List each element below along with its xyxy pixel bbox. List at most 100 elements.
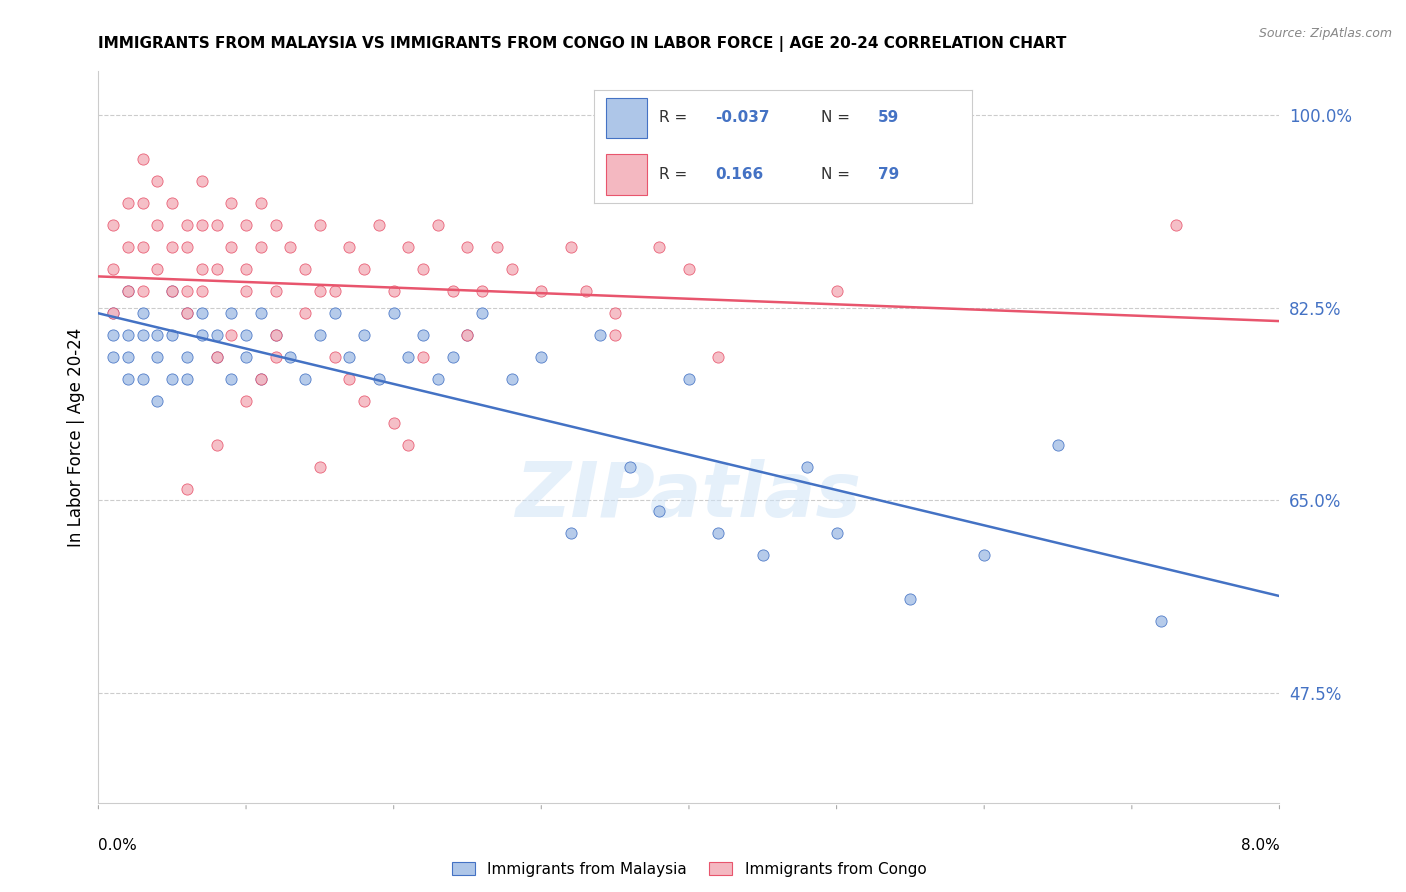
Point <box>367 219 389 233</box>
Point <box>205 438 228 452</box>
Point <box>678 262 700 277</box>
Point <box>176 240 198 254</box>
Point <box>353 394 375 409</box>
Point <box>117 351 139 365</box>
Point <box>103 262 124 277</box>
Point <box>456 328 478 343</box>
Point <box>560 526 582 541</box>
Point <box>898 592 921 607</box>
Point <box>103 306 124 320</box>
Point <box>412 262 434 277</box>
Point <box>219 328 242 343</box>
Point <box>308 460 332 475</box>
Point <box>264 328 287 343</box>
Point <box>501 262 523 277</box>
Point <box>176 306 198 320</box>
Point <box>117 372 139 386</box>
Point <box>146 394 169 409</box>
Point <box>117 240 139 254</box>
Point <box>337 351 360 365</box>
Point <box>235 262 257 277</box>
Point <box>308 328 332 343</box>
Point <box>132 196 155 211</box>
Point <box>162 196 183 211</box>
Point <box>176 351 198 365</box>
Point <box>825 526 848 541</box>
Point <box>412 328 434 343</box>
Point <box>294 262 316 277</box>
Point <box>235 328 257 343</box>
Point <box>132 306 155 320</box>
Point <box>471 285 494 299</box>
Point <box>412 351 434 365</box>
Point <box>176 372 198 386</box>
Point <box>648 240 671 254</box>
Point <box>250 372 273 386</box>
Point <box>396 351 419 365</box>
Point <box>219 306 242 320</box>
Point <box>176 306 198 320</box>
Point <box>132 372 155 386</box>
Point <box>382 285 405 299</box>
Point <box>146 219 169 233</box>
Point <box>162 240 183 254</box>
Point <box>191 328 214 343</box>
Point <box>191 306 214 320</box>
Point <box>103 219 124 233</box>
Text: 0.0%: 0.0% <box>98 838 138 853</box>
Point <box>396 438 419 452</box>
Point <box>1150 615 1173 629</box>
Point <box>471 306 494 320</box>
Point <box>678 372 700 386</box>
Point <box>132 285 155 299</box>
Point <box>205 262 228 277</box>
Point <box>162 285 183 299</box>
Point <box>117 285 139 299</box>
Point <box>117 328 139 343</box>
Point <box>456 328 478 343</box>
Point <box>530 285 553 299</box>
Point <box>973 549 995 563</box>
Point <box>235 219 257 233</box>
Point <box>191 174 214 188</box>
Text: Source: ZipAtlas.com: Source: ZipAtlas.com <box>1258 27 1392 40</box>
Point <box>323 285 346 299</box>
Point <box>441 351 464 365</box>
Point <box>176 285 198 299</box>
Point <box>219 196 242 211</box>
Point <box>278 240 301 254</box>
Point <box>250 372 273 386</box>
Point <box>250 240 273 254</box>
Point <box>132 240 155 254</box>
Point <box>337 240 360 254</box>
Point <box>1046 438 1069 452</box>
Point <box>560 240 582 254</box>
Point <box>146 351 169 365</box>
Point <box>294 372 316 386</box>
Point <box>219 372 242 386</box>
Point <box>219 240 242 254</box>
Point <box>132 328 155 343</box>
Point <box>308 219 332 233</box>
Point <box>264 285 287 299</box>
Point <box>191 262 214 277</box>
Point <box>619 460 641 475</box>
Point <box>146 174 169 188</box>
Point <box>103 328 124 343</box>
Point <box>162 285 183 299</box>
Point <box>308 285 332 299</box>
Point <box>337 372 360 386</box>
Point <box>162 372 183 386</box>
Point <box>605 328 627 343</box>
Point <box>707 526 730 541</box>
Point <box>235 394 257 409</box>
Point <box>353 328 375 343</box>
Point <box>103 306 124 320</box>
Point <box>456 240 478 254</box>
Text: ZIPatlas: ZIPatlas <box>516 458 862 533</box>
Point <box>426 219 449 233</box>
Point <box>264 219 287 233</box>
Point <box>205 328 228 343</box>
Legend: Immigrants from Malaysia, Immigrants from Congo: Immigrants from Malaysia, Immigrants fro… <box>446 855 932 883</box>
Point <box>382 306 405 320</box>
